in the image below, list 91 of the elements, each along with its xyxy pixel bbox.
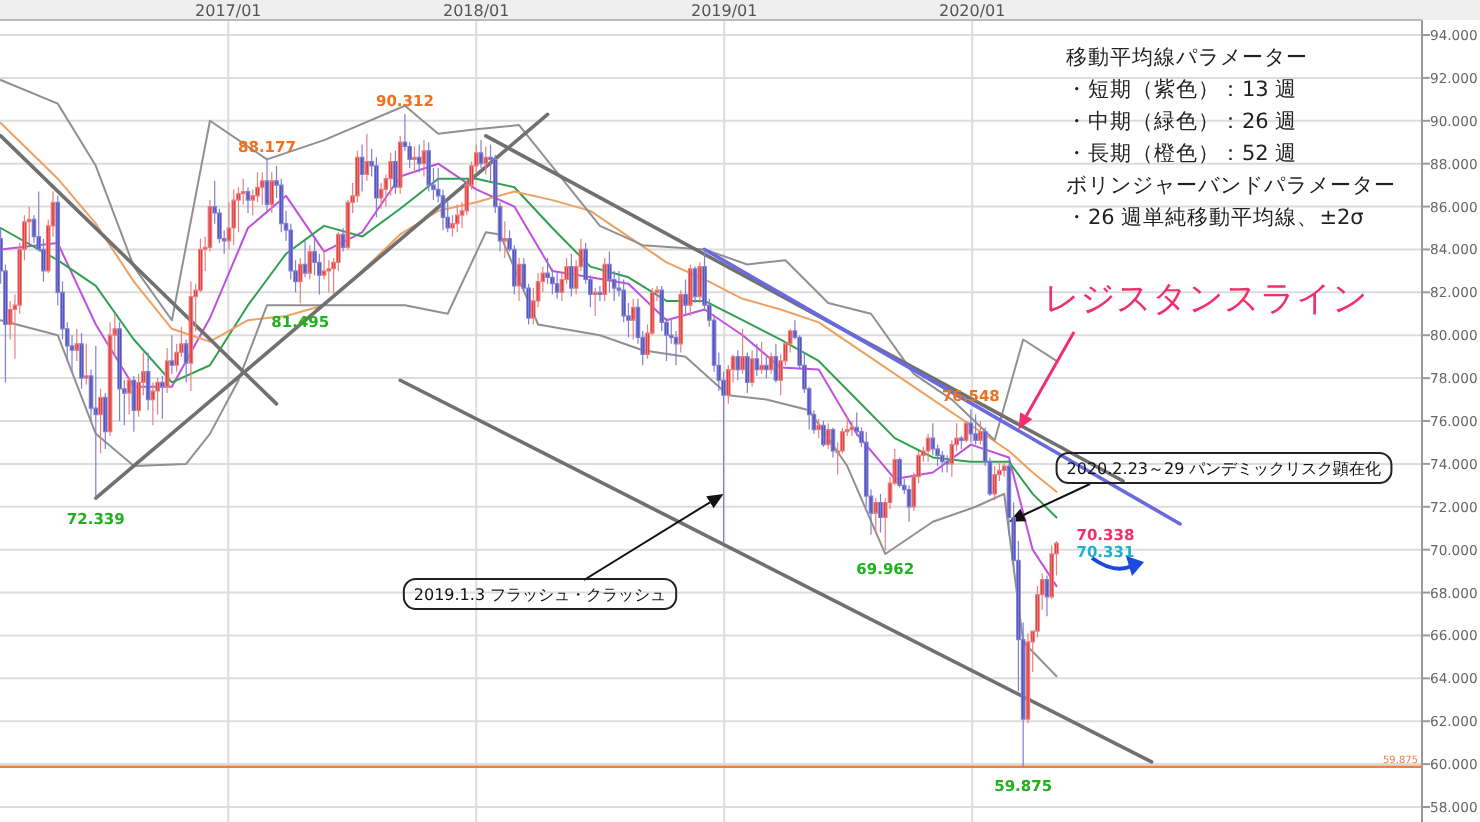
candlestick — [749, 349, 755, 388]
candlestick — [426, 141, 431, 193]
x-tick-label: 2017/01 — [195, 2, 262, 20]
candlestick — [906, 484, 912, 523]
candlestick — [454, 203, 460, 233]
x-tick-label: 2019/01 — [691, 2, 758, 20]
candlestick — [421, 139, 427, 178]
annotation: 移動平均線パラメーター — [1066, 46, 1308, 70]
candlestick — [117, 321, 122, 422]
candlestick — [264, 159, 270, 212]
candlestick — [93, 345, 99, 501]
candlestick — [630, 298, 636, 341]
candlestick — [597, 285, 603, 302]
candlestick — [849, 420, 855, 437]
annotation: ・短期（紫色）：13 週 — [1066, 76, 1298, 102]
candlestick — [126, 377, 132, 416]
candlestick — [502, 220, 508, 259]
candlestick — [397, 135, 403, 195]
candlestick — [687, 263, 693, 317]
candlestick — [683, 278, 688, 315]
candlestick — [150, 381, 156, 426]
annotation: ・中期（緑色）：26 週 — [1066, 108, 1298, 134]
candlestick — [697, 261, 703, 304]
candlestick — [978, 420, 983, 446]
candlestick — [478, 139, 484, 169]
candlestick — [259, 171, 265, 206]
annotation: ボリンジャーバンドパラメーター — [1066, 174, 1396, 198]
candlestick — [245, 186, 251, 214]
annotation: 2019.1.3 フラッシュ・クラッシュ — [413, 586, 667, 604]
candlestick — [188, 281, 194, 392]
candlestick — [160, 375, 165, 420]
candlestick — [897, 456, 902, 489]
candlestick — [816, 418, 821, 439]
candlestick — [416, 143, 422, 173]
candlestick — [164, 347, 170, 394]
candlestick — [103, 392, 108, 450]
candlestick — [607, 251, 612, 293]
candlestick — [374, 156, 379, 218]
candlestick — [393, 150, 398, 195]
candlestick — [754, 343, 760, 377]
candlestick — [364, 133, 370, 182]
candlestick — [307, 244, 313, 281]
candlestick — [1049, 544, 1055, 600]
candlestick — [516, 257, 522, 302]
candlestick — [764, 356, 769, 379]
candlestick — [678, 289, 684, 353]
candlestick — [973, 413, 978, 446]
candlestick — [359, 143, 365, 193]
candlestick — [183, 338, 189, 383]
candlestick — [773, 343, 779, 383]
candlestick — [768, 351, 774, 375]
candlestick — [1044, 574, 1050, 617]
annotation: ・長期（橙色）：52 週 — [1066, 142, 1298, 166]
candlestick — [378, 182, 384, 210]
candlestick — [74, 328, 80, 362]
candlestick — [298, 257, 303, 304]
candlestick — [940, 450, 945, 474]
candlestick — [83, 343, 89, 386]
candlestick — [145, 351, 151, 411]
candlestick — [735, 349, 741, 381]
candlestick — [925, 433, 931, 463]
candlestick — [759, 341, 764, 375]
x-tick-label: 2018/01 — [443, 2, 510, 20]
candlestick — [169, 334, 175, 375]
candlestick — [79, 332, 84, 390]
candlestick — [592, 287, 598, 317]
candlestick — [554, 272, 560, 300]
candlestick — [873, 497, 879, 534]
candlestick — [878, 493, 883, 534]
candlestick — [968, 408, 974, 444]
candlestick — [959, 435, 964, 450]
candlestick — [821, 420, 826, 448]
candlestick — [825, 422, 831, 450]
candlestick — [269, 171, 275, 214]
candlestick — [131, 375, 137, 433]
x-tick-label: 2020/01 — [939, 2, 1006, 20]
candlestick — [483, 145, 489, 175]
candlestick — [740, 328, 745, 375]
annotation: レジスタンスライン — [1044, 280, 1368, 320]
candlestick — [231, 188, 237, 246]
candlestick — [602, 257, 607, 302]
candlestick — [340, 227, 346, 253]
candlestick — [302, 240, 308, 278]
candlestick — [992, 465, 997, 501]
candlestick — [745, 351, 750, 394]
candlestick — [569, 253, 574, 298]
candlestick — [412, 145, 417, 173]
annotation: ・26 週単純移動平均線、±2σ — [1066, 206, 1365, 230]
candlestick — [98, 388, 103, 454]
candlestick — [944, 454, 950, 474]
candlestick — [1001, 461, 1007, 478]
